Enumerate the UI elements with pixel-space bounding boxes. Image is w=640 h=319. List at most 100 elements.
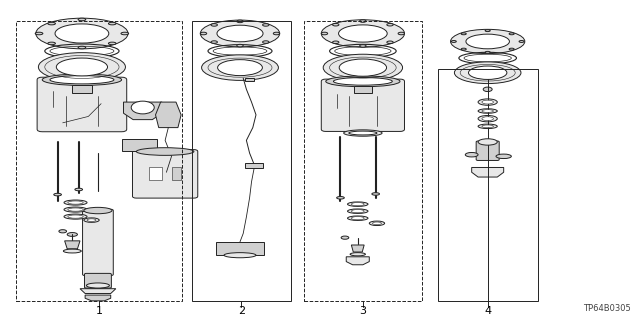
Ellipse shape [496, 154, 511, 159]
Ellipse shape [337, 197, 344, 199]
Ellipse shape [339, 59, 387, 76]
Ellipse shape [509, 48, 514, 50]
Ellipse shape [466, 34, 509, 49]
Ellipse shape [348, 216, 368, 220]
Ellipse shape [273, 32, 280, 35]
Ellipse shape [202, 55, 278, 80]
Ellipse shape [64, 200, 87, 205]
Ellipse shape [108, 22, 116, 25]
Ellipse shape [465, 152, 478, 157]
Ellipse shape [217, 25, 263, 42]
Ellipse shape [136, 148, 194, 155]
Ellipse shape [451, 41, 456, 42]
Ellipse shape [341, 236, 349, 239]
Text: 4: 4 [484, 306, 492, 316]
Polygon shape [80, 289, 116, 293]
Ellipse shape [519, 41, 524, 42]
Ellipse shape [461, 48, 467, 50]
Ellipse shape [78, 46, 86, 49]
Polygon shape [245, 78, 254, 81]
Ellipse shape [75, 188, 83, 191]
Ellipse shape [55, 24, 109, 43]
Polygon shape [156, 102, 181, 128]
Ellipse shape [64, 207, 87, 212]
Ellipse shape [351, 217, 364, 220]
Ellipse shape [344, 130, 382, 136]
Ellipse shape [36, 18, 128, 49]
Text: 1: 1 [96, 306, 102, 316]
Ellipse shape [211, 24, 218, 26]
Ellipse shape [224, 253, 256, 258]
Ellipse shape [67, 233, 77, 236]
Ellipse shape [78, 18, 86, 21]
Ellipse shape [68, 215, 83, 218]
Ellipse shape [56, 58, 108, 76]
Polygon shape [472, 167, 504, 177]
Polygon shape [65, 241, 80, 249]
Ellipse shape [84, 207, 112, 214]
Bar [354, 86, 372, 93]
Bar [122, 139, 157, 151]
Bar [72, 85, 92, 93]
Polygon shape [124, 102, 162, 120]
Ellipse shape [63, 249, 81, 253]
Ellipse shape [360, 45, 366, 47]
Ellipse shape [360, 20, 366, 22]
Ellipse shape [326, 76, 400, 87]
Polygon shape [351, 245, 364, 252]
Ellipse shape [398, 32, 404, 35]
Ellipse shape [482, 110, 493, 112]
Ellipse shape [348, 209, 368, 213]
Ellipse shape [478, 99, 497, 105]
Ellipse shape [48, 42, 56, 45]
Ellipse shape [482, 100, 493, 104]
FancyBboxPatch shape [83, 209, 113, 276]
Ellipse shape [454, 62, 521, 84]
Text: 2: 2 [237, 306, 245, 316]
Ellipse shape [468, 66, 507, 79]
Ellipse shape [339, 25, 387, 42]
Text: TP64B0305: TP64B0305 [582, 304, 630, 313]
Ellipse shape [333, 41, 339, 44]
Ellipse shape [372, 222, 381, 225]
Ellipse shape [350, 253, 365, 256]
Ellipse shape [87, 219, 96, 221]
Ellipse shape [200, 32, 207, 35]
Ellipse shape [485, 51, 490, 53]
Bar [172, 167, 181, 180]
Text: 3: 3 [360, 306, 366, 316]
Ellipse shape [121, 32, 129, 35]
Ellipse shape [485, 30, 490, 32]
Ellipse shape [321, 32, 328, 35]
Ellipse shape [237, 20, 243, 23]
Ellipse shape [478, 124, 497, 129]
Ellipse shape [131, 101, 154, 114]
FancyBboxPatch shape [476, 141, 499, 160]
Ellipse shape [50, 76, 114, 84]
Ellipse shape [482, 125, 493, 128]
Bar [216, 242, 264, 255]
Polygon shape [346, 257, 369, 265]
Ellipse shape [478, 115, 497, 122]
Ellipse shape [86, 283, 109, 288]
Ellipse shape [351, 203, 364, 206]
Ellipse shape [478, 109, 497, 113]
Ellipse shape [348, 202, 368, 206]
Ellipse shape [64, 214, 87, 219]
Ellipse shape [218, 60, 262, 76]
Ellipse shape [351, 210, 364, 213]
FancyBboxPatch shape [321, 79, 404, 131]
Ellipse shape [35, 32, 43, 35]
Ellipse shape [237, 44, 243, 47]
Ellipse shape [211, 41, 218, 43]
Ellipse shape [84, 218, 99, 222]
Ellipse shape [369, 221, 385, 226]
Ellipse shape [509, 33, 514, 35]
Ellipse shape [323, 54, 403, 81]
Bar [245, 163, 263, 168]
FancyBboxPatch shape [37, 77, 127, 132]
Ellipse shape [321, 20, 404, 47]
Ellipse shape [461, 33, 467, 35]
Ellipse shape [54, 193, 61, 196]
FancyBboxPatch shape [84, 273, 111, 288]
